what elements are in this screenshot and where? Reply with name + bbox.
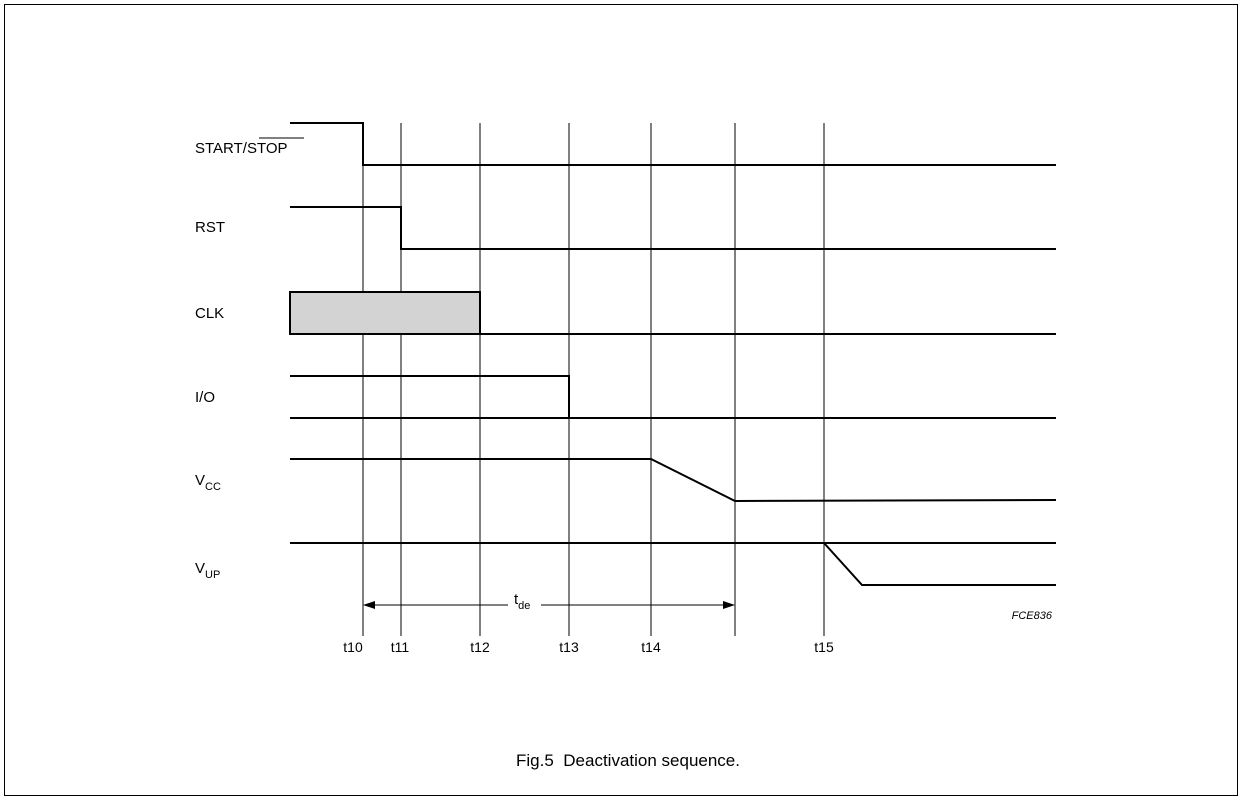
label-rst: RST (195, 219, 225, 236)
label-tde: tde (514, 591, 530, 612)
waveform-io (290, 375, 1056, 419)
label-clk: CLK (195, 305, 224, 322)
waveform-rst (290, 206, 1056, 250)
figure-code: FCE836 (1012, 610, 1053, 622)
waveform-start-stop (290, 122, 1056, 166)
time-mark-t10: t10 (343, 639, 363, 655)
time-mark-t12: t12 (470, 639, 490, 655)
figure-caption: Fig.5 Deactivation sequence. (516, 751, 740, 770)
time-guides (362, 123, 825, 636)
waveform-vcc (290, 458, 1057, 503)
time-mark-t13: t13 (559, 639, 579, 655)
label-io: I/O (195, 389, 215, 406)
time-mark-t11: t11 (391, 639, 410, 655)
label-vcc: VCC (195, 472, 221, 493)
time-mark-t14: t14 (641, 639, 661, 655)
label-start-stop: START/STOP (195, 140, 288, 157)
time-mark-t15: t15 (814, 639, 834, 655)
figure-frame (4, 4, 1238, 796)
label-vup: VUP (195, 560, 220, 581)
time-mark-labels: t10 t11 t12 t13 t14 t15 (343, 639, 834, 655)
clk-active-block (289, 291, 481, 335)
waveform-vup (290, 542, 1056, 586)
